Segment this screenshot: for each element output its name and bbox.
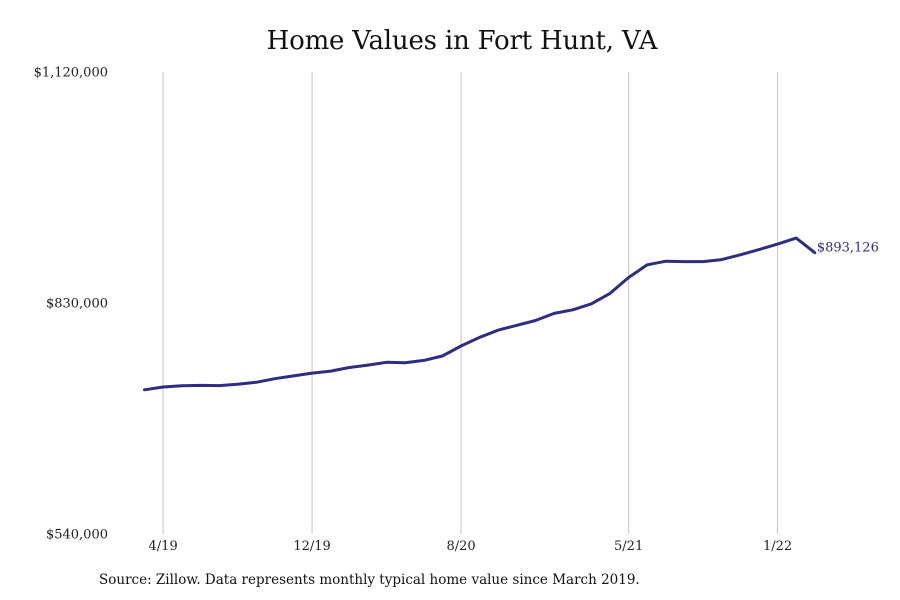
y-tick-label: $1,120,000 (34, 66, 108, 81)
chart-title: Home Values in Fort Hunt, VA (266, 26, 658, 56)
data-point (441, 355, 444, 358)
y-tick-label: $540,000 (46, 528, 108, 543)
data-point (292, 374, 295, 377)
end-value-label: $893,126 (817, 241, 879, 256)
x-tick-label: 8/20 (446, 539, 475, 554)
data-point (460, 345, 463, 348)
data-point (311, 372, 314, 375)
data-point (497, 329, 500, 332)
data-point (180, 384, 183, 387)
x-axis-ticks: 4/19 12/19 8/20 5/21 1/22 (149, 539, 793, 554)
x-tick-label: 12/19 (293, 539, 330, 554)
data-point (664, 260, 667, 263)
grid-lines (162, 72, 779, 534)
data-point (590, 302, 593, 305)
x-tick-label: 4/19 (149, 539, 178, 554)
data-point (143, 388, 146, 391)
data-point (553, 312, 556, 315)
data-point (218, 384, 221, 387)
data-point (404, 361, 407, 364)
data-point (534, 319, 537, 322)
data-point (627, 276, 630, 279)
data-point (273, 377, 276, 380)
y-tick-label: $830,000 (46, 297, 108, 312)
data-point (366, 364, 369, 367)
data-point (758, 248, 761, 251)
data-point (422, 359, 425, 362)
data-point (199, 384, 202, 387)
data-point (776, 243, 779, 246)
data-point (795, 237, 798, 240)
data-point (478, 336, 481, 339)
data-point (348, 366, 351, 369)
data-point (385, 361, 388, 364)
data-point (236, 383, 239, 386)
source-note: Source: Zillow. Data represents monthly … (99, 572, 640, 588)
x-tick-label: 5/21 (614, 539, 643, 554)
data-point (571, 308, 574, 311)
data-point (162, 386, 165, 389)
series-line (143, 236, 817, 392)
x-tick-label: 1/22 (763, 539, 792, 554)
series-group: $893,126 (143, 236, 879, 392)
data-point (702, 260, 705, 263)
data-point (515, 324, 518, 327)
data-point (646, 263, 649, 266)
y-axis-ticks: $1,120,000 $830,000 $540,000 (34, 66, 108, 543)
data-point (720, 258, 723, 261)
data-point (329, 370, 332, 373)
data-point (609, 292, 612, 295)
data-point (739, 253, 742, 256)
data-point (683, 260, 686, 263)
data-point (255, 381, 258, 384)
